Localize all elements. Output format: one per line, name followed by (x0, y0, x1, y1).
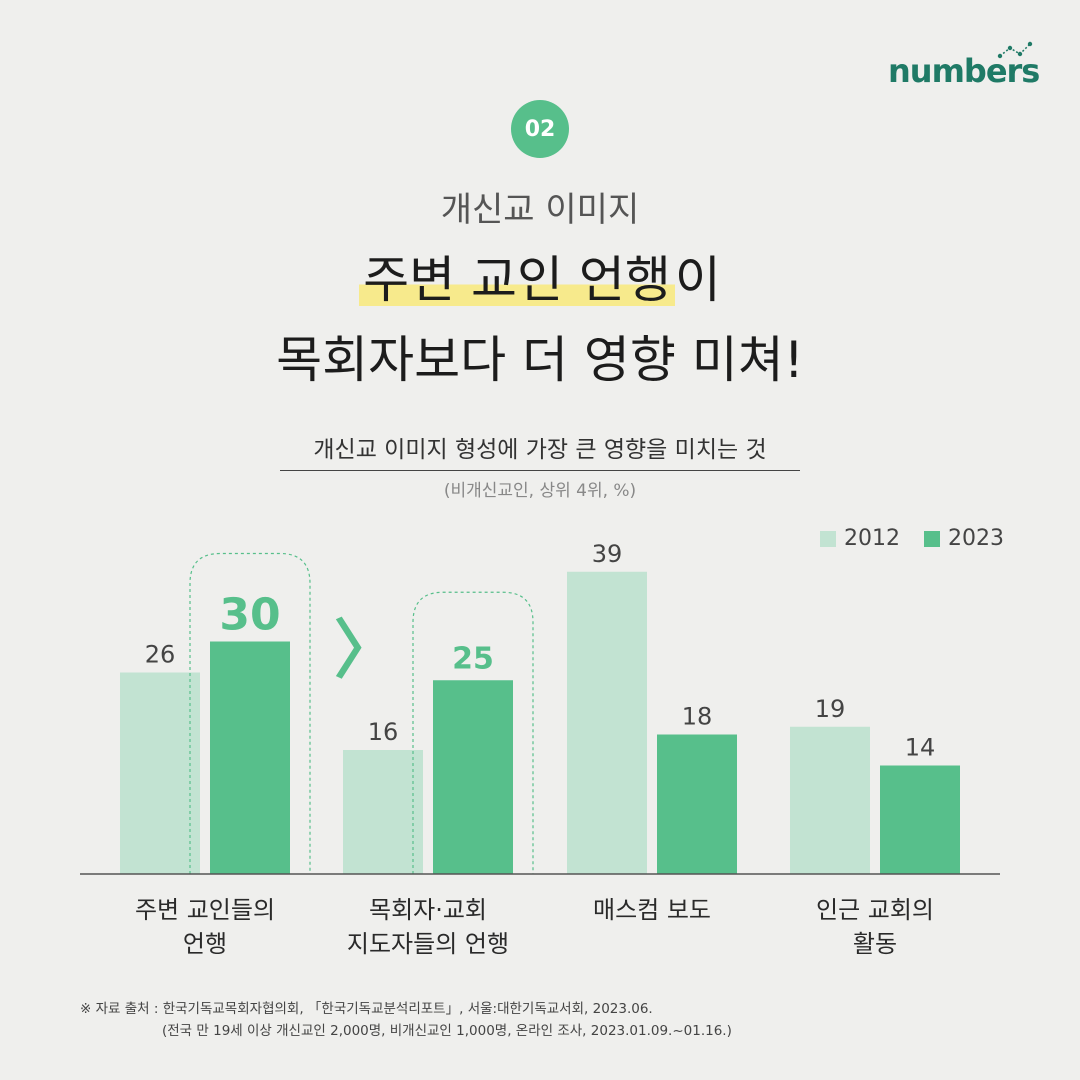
section-number-badge: 02 (511, 100, 569, 158)
headline-line-1: 주변 교인 언행이 (0, 251, 1080, 309)
bar-2012-1 (343, 750, 423, 874)
bar-2023-2 (657, 734, 737, 874)
bar-2012-3 (790, 726, 870, 874)
chart-legend: 2012 2023 (820, 526, 1028, 551)
value-label-2012-0: 26 (145, 641, 176, 669)
category-label-1: 목회자·교회 지도자들의 언행 (347, 896, 509, 958)
highlight-outline-0 (189, 552, 311, 874)
value-label-2012-1: 16 (368, 718, 399, 746)
value-label-2023-1: 25 (452, 641, 494, 676)
bar-2023-0 (210, 641, 290, 874)
brand-logo: numbers (888, 40, 1048, 90)
bar-chart: 26 30 주변 교인들의 언행 16 25 목회자·교회 지도자들의 언행 39 18 매스컴 보… (80, 540, 1000, 958)
chart-subtitle: 개신교 이미지 형성에 가장 큰 영향을 미치는 것 (280, 430, 800, 471)
category-label-3: 인근 교회의 활동 (816, 896, 934, 958)
bar-2012-2 (567, 571, 647, 874)
chart-unit-note: (비개신교인, 상위 4위, %) (443, 481, 637, 501)
section-kicker: 개신교 이미지 (440, 190, 640, 230)
legend-item-2012: 2012 (820, 526, 900, 551)
legend-label-2012: 2012 (844, 526, 900, 551)
bar-2012-0 (120, 672, 200, 874)
value-label-2012-2: 39 (592, 540, 623, 568)
source-note: ※ 자료 출처 : 한국기독교목회자협의회, 「한국기독교분석리포트」, 서울:… (80, 998, 732, 1042)
highlight-outline-1 (412, 591, 534, 874)
bar-2023-1 (433, 680, 513, 874)
headline-line-1-rest: 이 (674, 251, 721, 309)
value-label-2012-3: 19 (815, 695, 846, 723)
source-line-2: (전국 만 19세 이상 개신교인 2,000명, 비개신교인 1,000명, … (162, 1023, 732, 1039)
value-label-2023-2: 18 (682, 703, 713, 731)
headline-highlight: 주변 교인 언행 (359, 251, 675, 309)
source-line-1: ※ 자료 출처 : 한국기독교목회자협의회, 「한국기독교분석리포트」, 서울:… (80, 1001, 653, 1017)
category-label-2: 매스컴 보도 (593, 896, 711, 924)
headline-line-2: 목회자보다 더 영향 미쳐! (276, 331, 804, 389)
value-label-2023-0: 30 (219, 590, 280, 641)
value-label-2023-3: 14 (905, 734, 936, 762)
bar-2023-3 (880, 765, 960, 874)
logo-text: numbers (888, 52, 1040, 90)
legend-label-2023: 2023 (948, 526, 1004, 551)
category-label-0: 주변 교인들의 언행 (135, 896, 275, 958)
legend-swatch-2012 (820, 530, 836, 547)
legend-item-2023: 2023 (924, 526, 1004, 551)
legend-swatch-2023 (924, 530, 940, 547)
comparison-arrow-icon: 〉 (334, 614, 398, 688)
logo-dots-icon (997, 41, 1033, 59)
